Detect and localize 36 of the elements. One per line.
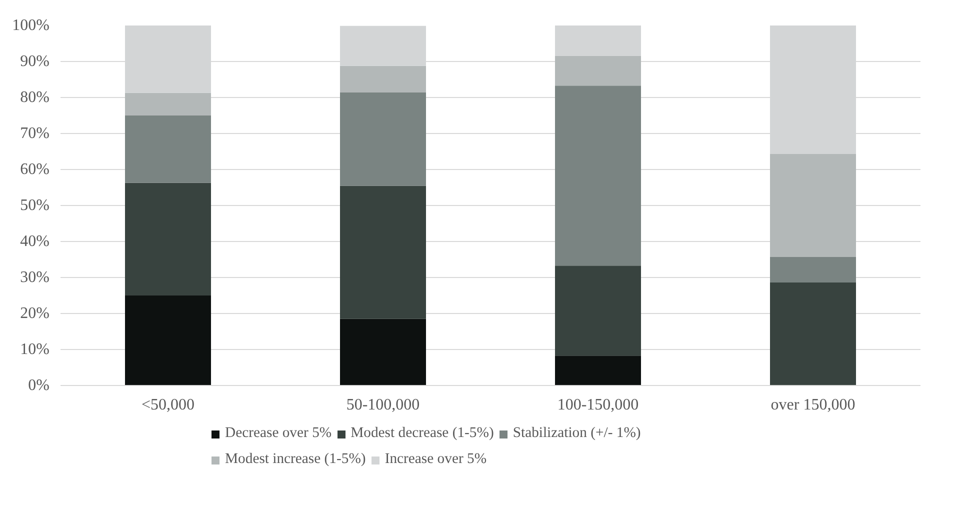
legend-label: Modest decrease (1-5%) (350, 425, 494, 442)
x-tick-label: <50,000 (141, 396, 195, 414)
bar (770, 282, 856, 386)
bar (125, 182, 211, 296)
x-tick-label: 50-100,000 (346, 396, 420, 414)
bar (555, 86, 641, 266)
y-tick-label: 10% (20, 341, 50, 358)
bar (770, 154, 856, 257)
bar (340, 186, 426, 319)
bar (340, 318, 426, 386)
bar (555, 26, 641, 56)
legend-label: Stabilization (+/- 1%) (512, 425, 641, 442)
legend-label: Increase over 5% (384, 451, 487, 468)
bar (125, 92, 211, 116)
legend-label: Modest increase (1-5%) (225, 451, 366, 468)
y-tick-label: 80% (20, 89, 50, 106)
y-tick-label: 90% (20, 53, 50, 70)
y-tick-label: 30% (20, 269, 50, 286)
bar (555, 56, 641, 86)
bar (770, 256, 856, 283)
bar (340, 92, 426, 186)
y-tick-label: 60% (20, 161, 50, 178)
bar (125, 116, 211, 183)
y-tick-label: 70% (20, 125, 50, 142)
bar (555, 356, 641, 386)
bar (125, 296, 211, 386)
y-tick-label: 50% (20, 197, 50, 214)
y-tick-label: 0% (28, 377, 50, 394)
x-tick-label: 100-150,000 (557, 396, 639, 414)
y-tick-label: 40% (20, 233, 50, 250)
y-tick-label: 100% (12, 17, 50, 34)
legend-label: Decrease over 5% (225, 425, 332, 442)
y-tick-label: 20% (20, 305, 50, 322)
x-tick-label: over 150,000 (770, 396, 856, 414)
bar (340, 66, 426, 92)
bar (555, 266, 641, 356)
